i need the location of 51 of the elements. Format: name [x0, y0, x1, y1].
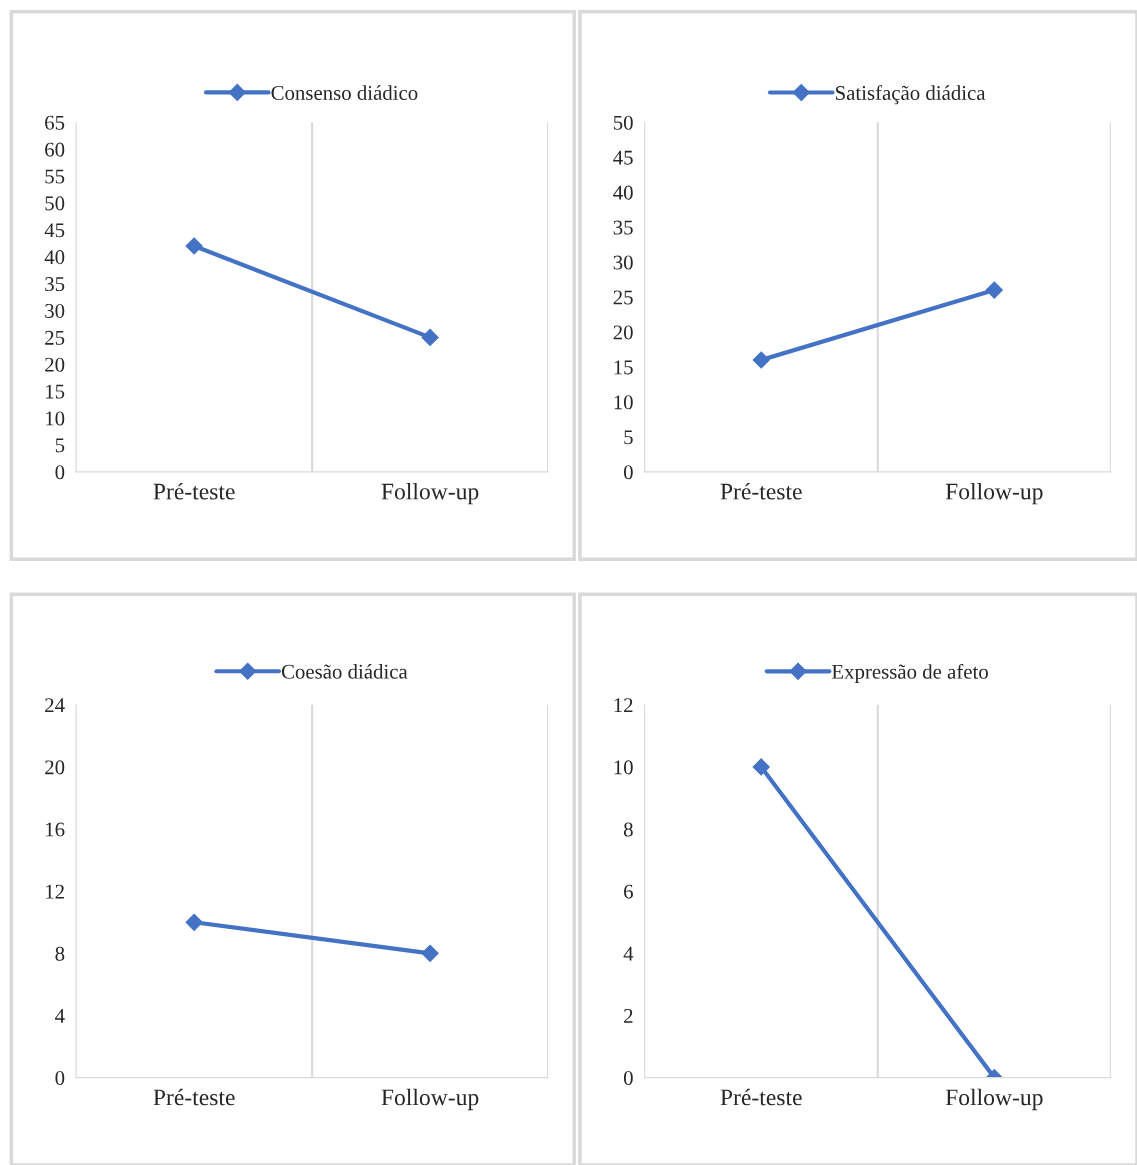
x-tick-label: Follow-up	[945, 482, 1043, 505]
y-tick-label: 50	[613, 115, 633, 130]
y-tick-label: 10	[614, 760, 633, 775]
x-tick-label: Follow-up	[381, 1088, 479, 1111]
y-tick-label: 20	[45, 760, 65, 775]
y-tick-label: 25	[45, 330, 65, 345]
y-tick-label: 0	[623, 1071, 633, 1086]
y-tick-label: 5	[624, 430, 633, 445]
legend-label: Expressão de afeto	[831, 663, 988, 684]
y-tick-label: 8	[55, 946, 65, 961]
y-tick-label: 30	[613, 255, 633, 270]
legend-label: Coesão diádica	[281, 664, 408, 679]
legend-label: Satisfação diádica	[835, 85, 986, 105]
legend-label: Consenso diádico	[271, 85, 418, 100]
y-tick-label: 0	[55, 1071, 65, 1086]
y-tick-label: 10	[614, 395, 633, 410]
y-tick-label: 16	[46, 822, 65, 837]
x-tick-label: Pré-teste	[720, 482, 802, 500]
y-tick-label: 12	[614, 698, 633, 713]
y-tick-label: 45	[44, 223, 65, 238]
y-tick-label: 0	[55, 465, 65, 480]
y-tick-label: 15	[46, 384, 65, 399]
y-tick-label: 12	[46, 884, 64, 899]
x-tick-label: Follow-up	[945, 1088, 1043, 1111]
y-tick-label: 45	[613, 150, 633, 165]
y-tick-label: 65	[45, 115, 65, 130]
y-tick-label: 6	[624, 884, 633, 899]
y-tick-label: 25	[613, 290, 633, 305]
y-tick-label: 55	[45, 169, 65, 184]
y-tick-label: 24	[45, 698, 65, 713]
y-tick-label: 40	[613, 185, 633, 200]
y-tick-label: 35	[613, 220, 633, 235]
y-tick-label: 4	[623, 946, 634, 961]
y-tick-label: 35	[45, 277, 65, 292]
y-tick-label: 20	[613, 325, 633, 340]
x-tick-label: Pré-teste	[720, 1088, 802, 1106]
y-tick-label: 5	[55, 438, 65, 453]
y-tick-label: 50	[45, 196, 65, 211]
y-tick-label: 15	[614, 360, 633, 375]
y-tick-label: 10	[46, 411, 65, 426]
y-tick-label: 8	[623, 822, 633, 837]
x-tick-label: Pré-teste	[153, 482, 235, 500]
x-tick-label: Follow-up	[381, 482, 479, 505]
y-tick-label: 4	[55, 1009, 65, 1023]
y-tick-label: 0	[623, 465, 633, 480]
y-tick-label: 60	[45, 142, 65, 157]
y-tick-label: 20	[45, 357, 65, 372]
y-tick-label: 40	[44, 250, 65, 265]
y-tick-label: 30	[45, 303, 65, 318]
y-tick-label: 2	[624, 1008, 633, 1023]
x-tick-label: Pré-teste	[153, 1088, 235, 1106]
